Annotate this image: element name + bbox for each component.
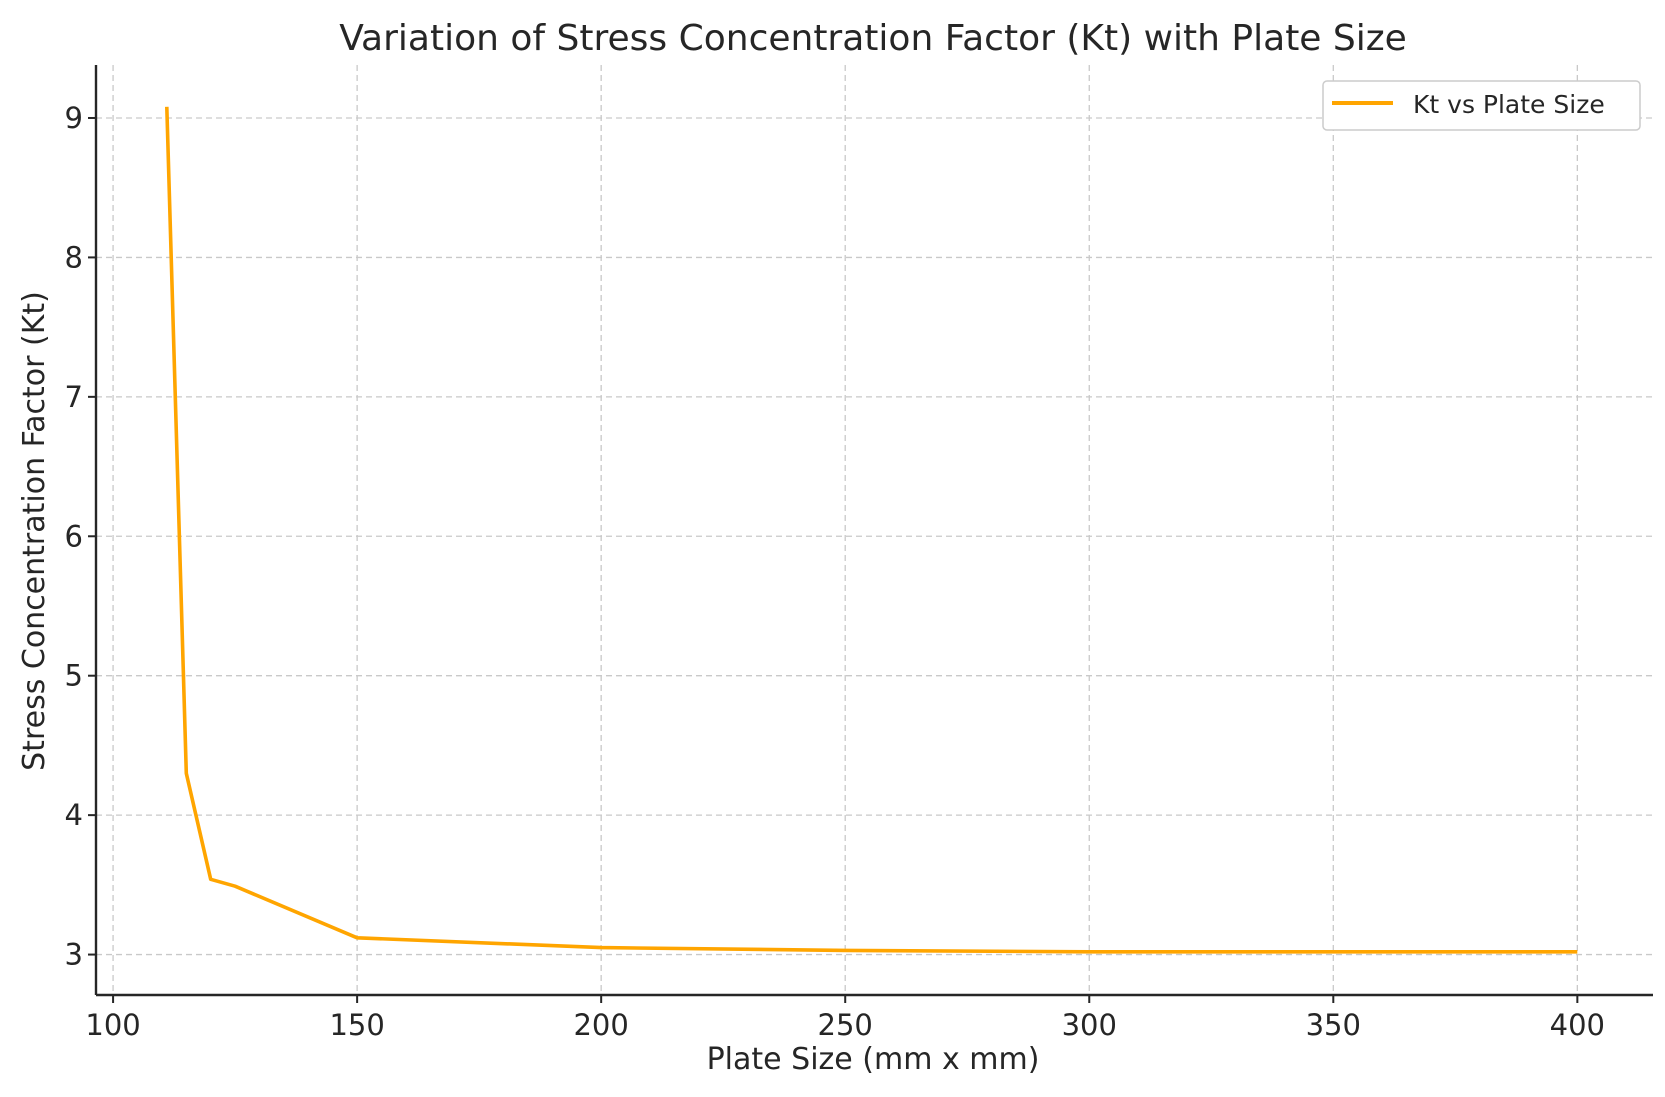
y-axis-label: Stress Concentration Factor (Kt)	[17, 291, 52, 771]
x-tick-label-250: 250	[818, 1008, 873, 1042]
y-tick-label-6: 6	[65, 519, 83, 553]
x-tick-label-350: 350	[1306, 1008, 1361, 1042]
series-layer	[165, 106, 1578, 954]
x-tick-label-200: 200	[573, 1008, 628, 1042]
ticks-layer: 100 150 200 250 300 350 400 3 4 5 6 7 8 9	[65, 101, 1605, 1042]
y-tick-label-7: 7	[65, 380, 83, 414]
legend-box	[1322, 80, 1641, 131]
y-tick-label-4: 4	[65, 798, 83, 832]
x-tick-label-100: 100	[85, 1008, 140, 1042]
axes-layer	[94, 65, 1653, 997]
y-tick-label-9: 9	[65, 101, 83, 135]
x-tick-label-300: 300	[1062, 1008, 1117, 1042]
x-tick-label-400: 400	[1550, 1008, 1605, 1042]
y-tick-label-3: 3	[65, 938, 83, 972]
grid-layer	[96, 65, 1653, 995]
x-axis-label: Plate Size (mm x mm)	[707, 1042, 1040, 1077]
chart-title: Variation of Stress Concentration Factor…	[339, 18, 1407, 59]
legend: Kt vs Plate Size	[1322, 80, 1641, 131]
x-tick-label-150: 150	[329, 1008, 384, 1042]
y-tick-label-5: 5	[65, 659, 83, 693]
series-line-0	[165, 106, 1578, 954]
y-tick-label-8: 8	[65, 240, 83, 274]
legend-entry-label: Kt vs Plate Size	[1413, 90, 1605, 119]
